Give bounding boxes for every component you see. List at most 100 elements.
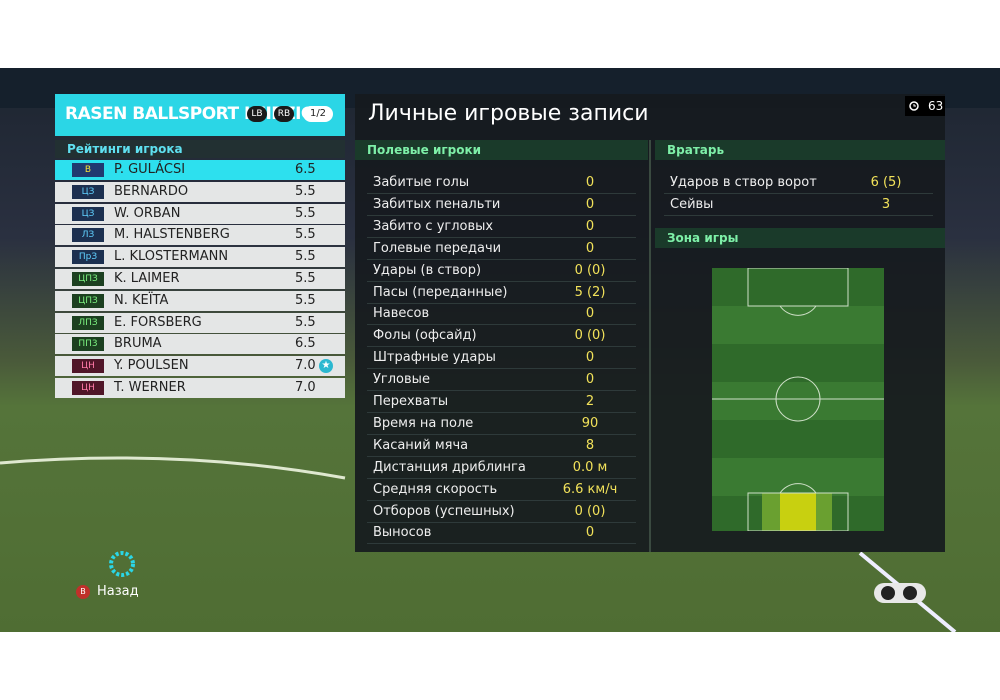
stat-row: Сейвы 3 [664, 194, 933, 216]
position-badge: В [72, 163, 104, 177]
stat-label: Выносов [373, 525, 432, 541]
player-row[interactable]: ЛЗ M. HALSTENBERG 5.5 [55, 225, 345, 246]
stat-value: 0 [585, 306, 595, 322]
player-name: T. WERNER [114, 380, 186, 395]
divider [649, 140, 651, 552]
timer: 63 [905, 96, 945, 116]
team-header: RASEN BALLSPORT LEIPZIG LB RB 1/2 [55, 94, 345, 136]
stat-value: 0 (0) [574, 503, 606, 519]
game-screen: RASEN BALLSPORT LEIPZIG LB RB 1/2 Рейтин… [0, 68, 1000, 632]
stat-value: 0 [585, 350, 595, 366]
player-name: K. LAIMER [114, 271, 180, 286]
player-row[interactable]: ЦН Y. POULSEN 7.0 ★ [55, 356, 345, 377]
stat-row: Навесов 0 [367, 303, 636, 326]
stat-label: Забито с угловых [373, 218, 494, 234]
lb-button[interactable]: LB [247, 106, 267, 122]
player-rating: 5.5 [295, 183, 316, 199]
stat-value: 0 [585, 196, 595, 212]
player-rating: 7.0 [295, 358, 316, 374]
stat-label: Отборов (успешных) [373, 503, 515, 519]
stat-value: 6.6 км/ч [562, 481, 618, 497]
stat-row: Фолы (офсайд) 0 (0) [367, 325, 636, 348]
stat-value: 0.0 м [572, 459, 608, 475]
stat-row: Забито с угловых 0 [367, 216, 636, 238]
stat-label: Забитых пенальти [373, 196, 501, 212]
stat-row: Отборов (успешных) 0 (0) [367, 501, 636, 523]
b-button[interactable]: B [76, 585, 90, 599]
stat-label: Время на поле [373, 415, 474, 431]
rb-button[interactable]: RB [274, 106, 294, 122]
zone-header: Зона игры [655, 228, 945, 248]
stat-label: Удары (в створ) [373, 262, 482, 278]
stat-row: Штрафные удары 0 [367, 347, 636, 370]
records-title: Личные игровые записи [368, 101, 649, 126]
player-rating: 5.5 [295, 292, 316, 308]
stat-value: 0 [585, 240, 595, 256]
clock-icon [909, 101, 919, 111]
player-row[interactable]: ЦН T. WERNER 7.0 [55, 378, 345, 398]
player-name: E. FORSBERG [114, 314, 202, 330]
stat-label: Забитые голы [373, 175, 470, 190]
player-row[interactable]: ПрЗ L. KLOSTERMANN 5.5 [55, 247, 345, 268]
player-rating: 5.5 [295, 227, 316, 243]
stat-label: Голевые передачи [373, 240, 502, 256]
stat-value: 0 [585, 218, 595, 234]
stat-row: Выносов 0 [367, 522, 636, 545]
player-row[interactable]: ЦЗ W. ORBAN 5.5 [55, 203, 345, 224]
player-name: W. ORBAN [114, 205, 181, 221]
stat-row: Средняя скорость 6.6 км/ч [367, 479, 636, 501]
stat-label: Средняя скорость [373, 481, 498, 497]
stat-row: Перехваты 2 [367, 391, 636, 413]
player-name: BERNARDO [114, 183, 189, 199]
stat-row: Дистанция дриблинга 0.0 м [367, 457, 636, 479]
player-row[interactable]: ЦПЗ N. KEÏTA 5.5 [55, 290, 345, 311]
stat-label: Касаний мяча [373, 437, 469, 453]
stat-label: Угловые [373, 372, 430, 388]
gk-header: Вратарь [655, 140, 945, 160]
player-name: M. HALSTENBERG [114, 227, 230, 243]
position-badge: ЦПЗ [72, 272, 104, 286]
stat-value: 2 [585, 394, 595, 409]
position-badge: ЛЗ [72, 228, 104, 243]
chat-controls[interactable] [874, 582, 928, 604]
stat-label: Штрафные удары [373, 350, 496, 366]
position-badge: ЛПЗ [72, 315, 104, 330]
position-badge: ПП3 [72, 337, 104, 352]
stat-label: Пасы (переданные) [373, 284, 508, 300]
stat-label: Фолы (офсайд) [373, 328, 477, 344]
heatmap [712, 268, 884, 531]
player-rating: 7.0 [295, 380, 316, 395]
player-rating: 6.5 [295, 336, 316, 352]
stat-value: 6 (5) [870, 175, 902, 190]
stat-value: 0 [585, 175, 595, 190]
stat-value: 90 [581, 415, 599, 431]
position-badge: ЦЗ [72, 184, 104, 199]
player-name: Y. POULSEN [114, 358, 189, 374]
stat-row: Касаний мяча 8 [367, 435, 636, 457]
field-header: Полевые игроки [355, 140, 648, 160]
stat-value: 0 [585, 525, 595, 541]
position-badge: ЦЗ [72, 206, 104, 221]
position-badge: ЦПЗ [72, 293, 104, 308]
player-name: N. KEÏTA [114, 292, 169, 308]
stat-value: 0 (0) [574, 262, 606, 278]
stat-value: 5 (2) [574, 284, 606, 300]
stat-label: Сейвы [670, 196, 714, 212]
player-row[interactable]: ЛПЗ E. FORSBERG 5.5 [55, 312, 345, 333]
loading-spinner [109, 551, 135, 577]
stat-label: Ударов в створ ворот [670, 175, 817, 190]
stat-row: Ударов в створ ворот 6 (5) [664, 172, 933, 194]
player-rating: 5.5 [295, 249, 316, 265]
stat-label: Навесов [373, 306, 430, 322]
player-row[interactable]: ЦПЗ K. LAIMER 5.5 [55, 269, 345, 289]
player-row[interactable]: ПП3 BRUMA 6.5 [55, 334, 345, 355]
star-icon: ★ [319, 359, 333, 374]
back-label: Назад [97, 584, 139, 599]
ratings-title: Рейтинги игрока [55, 140, 345, 158]
player-row[interactable]: ЦЗ BERNARDO 5.5 [55, 181, 345, 202]
stat-value: 3 [881, 196, 891, 212]
stat-value: 0 (0) [574, 328, 606, 344]
position-badge: ЦН [72, 359, 104, 374]
player-row[interactable]: В P. GULÁCSI 6.5 [55, 160, 345, 180]
